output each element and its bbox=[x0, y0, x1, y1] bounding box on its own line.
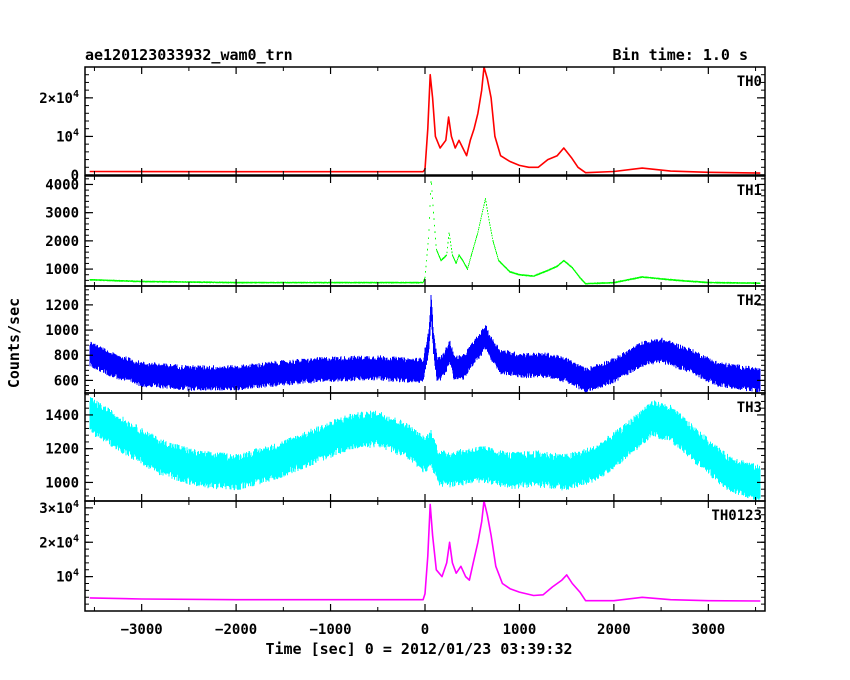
y-tick-label: 2×104 bbox=[39, 533, 79, 551]
panel-label: TH0 bbox=[737, 74, 762, 90]
observation-title: ae120123033932_wam0_trn bbox=[85, 46, 293, 64]
bin-time-label: Bin time: 1.0 s bbox=[613, 46, 748, 64]
x-tick-label: 0 bbox=[421, 622, 429, 638]
x-axis-title: Time [sec] 0 = 2012/01/23 03:39:32 bbox=[265, 640, 572, 658]
series-th1 bbox=[89, 181, 761, 285]
y-tick-label: 1000 bbox=[45, 323, 79, 339]
y-tick-label: 2000 bbox=[45, 234, 79, 250]
x-tick-label: 3000 bbox=[691, 622, 725, 638]
panel-stack: 0 104 2×104 TH0 1000 2000 3000 4000 TH1 600 800 100… bbox=[39, 66, 766, 638]
panel-th1: 1000 2000 3000 4000 TH1 bbox=[45, 175, 766, 287]
y-tick-label: 800 bbox=[54, 348, 79, 364]
y-tick-label: 1200 bbox=[45, 298, 79, 314]
y-tick-label: 3×104 bbox=[39, 499, 79, 517]
y-axis-title: Counts/sec bbox=[5, 298, 23, 388]
x-tick-label: −1000 bbox=[309, 622, 351, 638]
panel-label: TH0123 bbox=[711, 508, 762, 524]
series-th0123 bbox=[89, 501, 761, 602]
panel-label: TH1 bbox=[737, 183, 762, 199]
x-tick-label: −3000 bbox=[121, 622, 163, 638]
panel-th3: 1000 1200 1400 TH3 bbox=[45, 392, 766, 502]
y-tick-label: 1000 bbox=[45, 262, 79, 278]
x-tick-label: −2000 bbox=[215, 622, 257, 638]
y-tick-label: 1000 bbox=[45, 475, 79, 491]
panel-th0: 0 104 2×104 TH0 bbox=[39, 66, 766, 184]
series-th3 bbox=[89, 397, 761, 501]
y-tick-label: 0 bbox=[71, 168, 79, 184]
y-tick-label: 2×104 bbox=[39, 89, 79, 107]
series-th2 bbox=[89, 295, 761, 393]
y-tick-label: 4000 bbox=[45, 177, 79, 193]
panel-label: TH3 bbox=[737, 400, 762, 416]
panel-frame bbox=[84, 175, 766, 287]
panel-label: TH2 bbox=[737, 293, 762, 309]
y-tick-label: 3000 bbox=[45, 206, 79, 222]
x-tick-label: 1000 bbox=[503, 622, 537, 638]
x-tick-label: 2000 bbox=[597, 622, 631, 638]
y-tick-label: 104 bbox=[56, 127, 79, 145]
panel-th2: 600 800 1000 1200 TH2 bbox=[45, 285, 766, 394]
series-th0 bbox=[89, 67, 761, 174]
panel-th0123: 104 2×104 3×104 TH0123 bbox=[39, 499, 766, 612]
y-tick-label: 104 bbox=[56, 568, 79, 586]
y-tick-label: 600 bbox=[54, 373, 79, 389]
y-tick-label: 1400 bbox=[45, 408, 79, 424]
y-tick-label: 1200 bbox=[45, 442, 79, 458]
